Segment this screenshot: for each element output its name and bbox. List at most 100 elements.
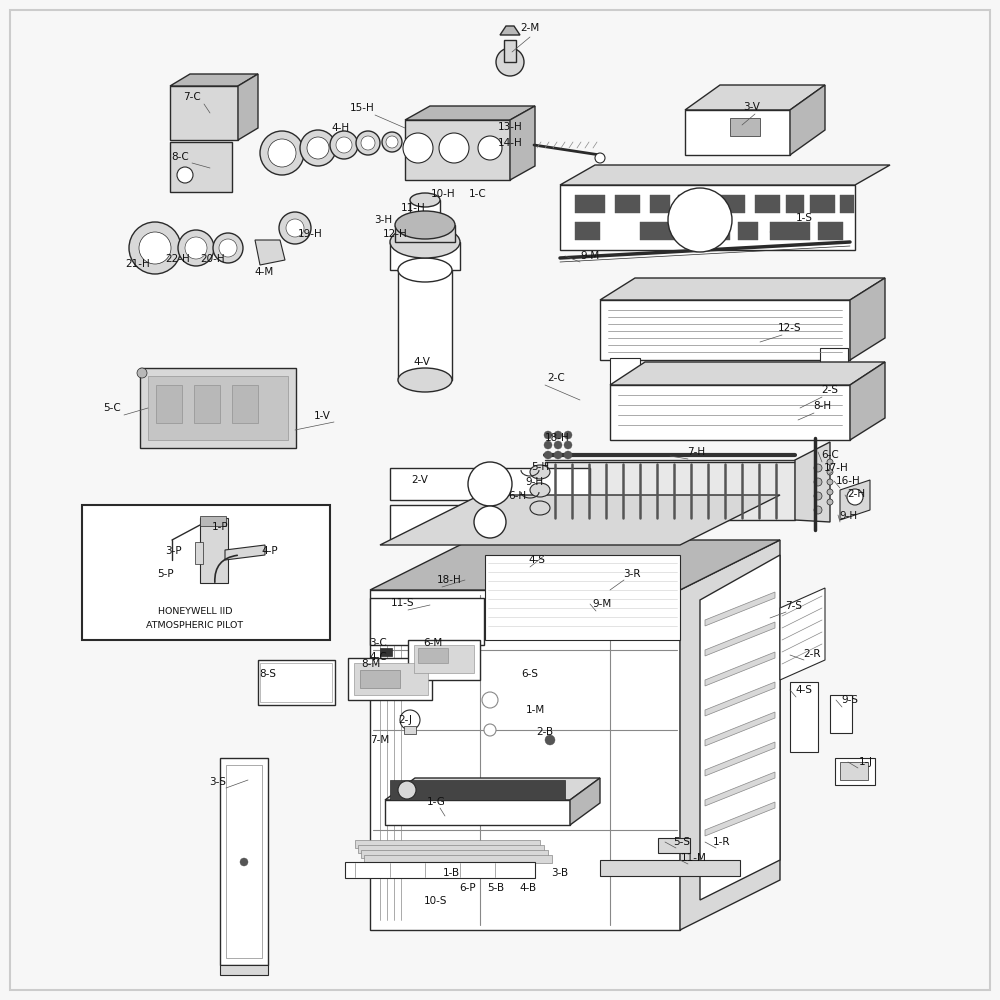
Text: 21-H: 21-H [126, 259, 150, 269]
Text: 1-R: 1-R [713, 837, 731, 847]
Bar [414, 645, 474, 673]
Circle shape [398, 781, 416, 799]
Circle shape [361, 136, 375, 150]
Polygon shape [705, 652, 775, 686]
Text: 4-P: 4-P [262, 546, 278, 556]
Circle shape [219, 239, 237, 257]
Text: 2-R: 2-R [803, 649, 821, 659]
Polygon shape [560, 165, 890, 185]
Bar [770, 222, 810, 240]
Text: 9-M: 9-M [592, 599, 612, 609]
Polygon shape [170, 74, 258, 86]
Circle shape [545, 735, 555, 745]
Polygon shape [705, 772, 775, 806]
Text: 4-S: 4-S [528, 555, 546, 565]
Circle shape [827, 469, 833, 475]
Text: 6-M: 6-M [423, 638, 443, 648]
Polygon shape [226, 765, 262, 958]
Text: 5-S: 5-S [674, 837, 690, 847]
Polygon shape [345, 862, 535, 878]
Text: 8-S: 8-S [260, 669, 276, 679]
Circle shape [139, 232, 171, 264]
Bar [200, 518, 228, 583]
Circle shape [213, 233, 243, 263]
Polygon shape [370, 590, 680, 930]
Polygon shape [370, 598, 484, 645]
Polygon shape [685, 85, 825, 110]
Text: 17-H: 17-H [824, 463, 848, 473]
Text: 19-H: 19-H [298, 229, 322, 239]
Text: 3-B: 3-B [551, 868, 569, 878]
Text: 15-H: 15-H [350, 103, 374, 113]
Polygon shape [408, 640, 480, 680]
Bar [82, 505, 330, 640]
Circle shape [814, 492, 822, 500]
Polygon shape [705, 712, 775, 746]
Circle shape [268, 139, 296, 167]
Circle shape [478, 136, 502, 160]
Bar [156, 385, 182, 423]
Circle shape [544, 431, 552, 439]
Polygon shape [170, 142, 232, 192]
Text: 6-H: 6-H [508, 491, 526, 501]
Text: 7-M: 7-M [370, 735, 390, 745]
Text: 2-B: 2-B [536, 727, 554, 737]
Polygon shape [600, 860, 740, 876]
Polygon shape [398, 270, 452, 380]
Circle shape [554, 431, 562, 439]
Bar [148, 376, 288, 440]
Polygon shape [705, 622, 775, 656]
Text: 4-H: 4-H [331, 123, 349, 133]
Text: 18-H: 18-H [545, 433, 569, 443]
Circle shape [300, 130, 336, 166]
Circle shape [564, 441, 572, 449]
Text: 2-J: 2-J [398, 715, 412, 725]
Ellipse shape [410, 193, 440, 207]
Polygon shape [500, 26, 520, 35]
Circle shape [400, 710, 420, 730]
Bar [418, 648, 448, 663]
Text: 9-H: 9-H [839, 511, 857, 521]
Polygon shape [485, 555, 680, 640]
Text: 4-C: 4-C [369, 652, 387, 662]
Circle shape [482, 692, 498, 708]
Polygon shape [545, 462, 795, 520]
Bar [658, 838, 690, 853]
Bar [790, 682, 818, 752]
Circle shape [564, 431, 572, 439]
Circle shape [356, 131, 380, 155]
Bar [194, 385, 220, 423]
Text: 2-M: 2-M [520, 23, 540, 33]
Bar [755, 195, 780, 213]
Polygon shape [220, 758, 268, 965]
Text: 10-S: 10-S [424, 896, 448, 906]
Text: 1-S: 1-S [796, 213, 812, 223]
Ellipse shape [390, 226, 460, 258]
Text: 20-H: 20-H [201, 254, 225, 264]
Circle shape [544, 441, 552, 449]
Text: 3-S: 3-S [210, 777, 226, 787]
Polygon shape [390, 242, 460, 270]
Polygon shape [364, 855, 552, 863]
Polygon shape [705, 682, 775, 716]
Text: 3-H: 3-H [374, 215, 392, 225]
Text: 1-C: 1-C [469, 189, 487, 199]
Text: 12-S: 12-S [778, 323, 802, 333]
Polygon shape [510, 106, 535, 180]
Text: 5-H: 5-H [531, 462, 549, 472]
Text: 3-R: 3-R [623, 569, 641, 579]
Circle shape [386, 136, 398, 148]
Text: 3-C: 3-C [369, 638, 387, 648]
Polygon shape [570, 778, 600, 825]
Polygon shape [790, 85, 825, 155]
Circle shape [814, 506, 822, 514]
Polygon shape [140, 368, 296, 448]
Circle shape [484, 724, 496, 736]
Text: 11-S: 11-S [391, 598, 415, 608]
Polygon shape [610, 385, 850, 440]
Circle shape [827, 479, 833, 485]
Circle shape [240, 858, 248, 866]
Bar [195, 542, 203, 564]
Polygon shape [395, 225, 455, 242]
Circle shape [814, 464, 822, 472]
